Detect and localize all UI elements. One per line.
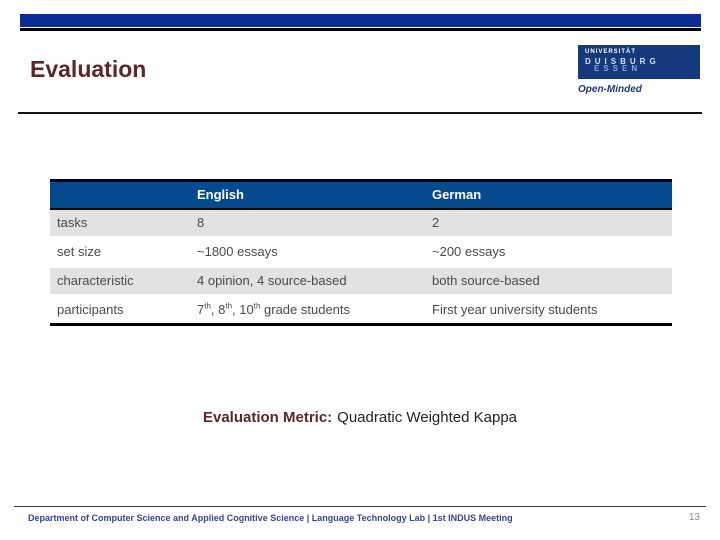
slide-title: Evaluation <box>30 56 147 82</box>
grade-tail: grade students <box>260 302 351 317</box>
metric-label: Evaluation Metric: <box>202 409 333 426</box>
top-accent-underline <box>20 28 701 31</box>
logo-essen-text: ESSEN <box>594 64 642 73</box>
university-logo: UNIVERSITÄT DUISBURG ESSEN <box>578 45 700 79</box>
logo-tagline: Open-Minded <box>578 84 642 95</box>
table-row-participants: participants 7th, 8th, 10th grade studen… <box>50 297 672 323</box>
table-row-characteristic: characteristic 4 opinion, 4 source-based… <box>50 268 672 294</box>
row-label: characteristic <box>57 273 134 288</box>
column-header-german: German <box>432 187 482 202</box>
page-number: 13 <box>688 512 700 523</box>
grade-number: , 8 <box>210 302 226 317</box>
table-row-tasks: tasks 8 2 <box>50 210 672 236</box>
cell-german: 2 <box>432 215 440 230</box>
table-row-set-size: set size ~1800 essays ~200 essays <box>50 239 672 265</box>
logo-duisburg-text: DUISBURG <box>585 57 660 66</box>
evaluation-metric-line: Evaluation Metric: Quadratic Weighted Kap… <box>0 409 720 426</box>
header-divider <box>18 112 702 114</box>
cell-german: both source-based <box>432 273 540 288</box>
grade-number: , 10 <box>232 302 254 317</box>
footer-text: Department of Computer Science and Appli… <box>28 513 513 523</box>
footer-divider <box>14 506 706 507</box>
row-label: set size <box>57 244 102 259</box>
top-accent-bar <box>20 14 701 27</box>
ordinal-suffix: th <box>204 301 211 311</box>
ordinal-suffix: th <box>253 301 261 311</box>
cell-german: First year university students <box>432 302 598 317</box>
row-label: tasks <box>57 215 88 230</box>
logo-universitaet-text: UNIVERSITÄT <box>585 49 637 55</box>
cell-english: 7th, 8th, 10th grade students <box>197 297 432 323</box>
column-header-blank <box>50 182 197 208</box>
row-label: participants <box>57 302 124 317</box>
ordinal-suffix: th <box>225 301 233 311</box>
column-header-english: English <box>197 187 244 202</box>
evaluation-table: English German tasks 8 2 set size ~1800 … <box>50 179 672 326</box>
cell-english: 4 opinion, 4 source-based <box>197 273 347 288</box>
table-header-row: English German <box>50 182 672 210</box>
metric-value: Quadratic Weighted Kappa <box>337 409 518 426</box>
grade-number: 7 <box>197 302 205 317</box>
cell-english: 8 <box>197 215 205 230</box>
cell-german: ~200 essays <box>432 244 506 259</box>
cell-english: ~1800 essays <box>197 244 278 259</box>
